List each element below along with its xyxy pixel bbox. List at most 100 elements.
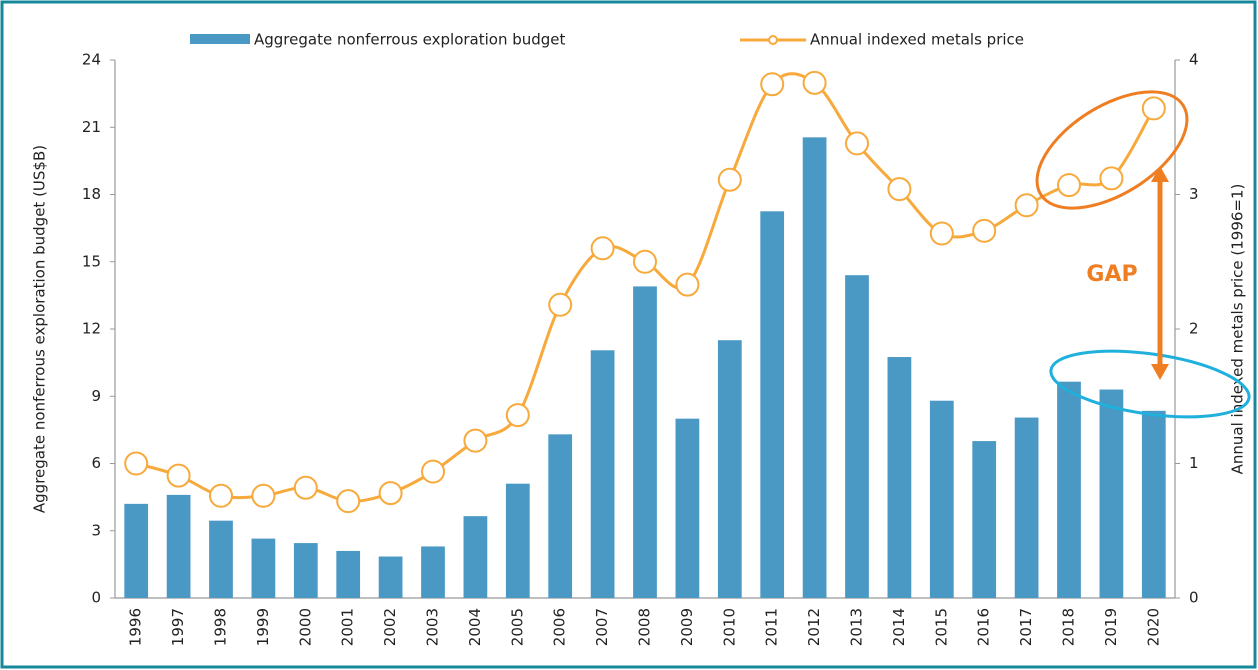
y-tick-label: 9 (91, 387, 101, 405)
bar (802, 137, 827, 598)
y2-axis-title: Annual indexed metals price (1996=1) (1229, 184, 1247, 475)
point (760, 72, 785, 97)
x-tick-label: 2016 (975, 608, 993, 646)
point (124, 451, 149, 476)
y-tick-label: 3 (91, 521, 101, 539)
bar (887, 357, 912, 598)
y2-tick-label: 2 (1189, 320, 1199, 338)
x-tick-label: 2014 (890, 608, 908, 646)
arrow-head (1151, 364, 1169, 380)
point (802, 70, 827, 95)
y-tick-label: 18 (82, 185, 101, 203)
bar (336, 550, 361, 598)
x-tick-label: 2004 (466, 608, 484, 646)
point (293, 475, 318, 500)
point (633, 249, 657, 274)
point (421, 459, 445, 484)
x-tick-label: 1999 (254, 608, 272, 646)
bar (972, 441, 997, 598)
bar (590, 350, 615, 598)
y2-tick-label: 1 (1189, 454, 1199, 472)
x-tick-label: 2020 (1144, 608, 1162, 646)
point (505, 403, 530, 428)
bar (929, 400, 954, 598)
x-tick-label: 1997 (169, 608, 187, 646)
bar (251, 538, 276, 598)
x-tick-label: 2019 (1102, 608, 1120, 646)
point (336, 489, 361, 514)
x-tick-label: 2005 (508, 608, 526, 646)
bar (845, 275, 869, 598)
point (929, 221, 954, 246)
x-tick-label: 2003 (424, 608, 442, 646)
y-tick-label: 6 (91, 454, 101, 472)
x-tick-label: 2018 (1060, 608, 1078, 646)
y-tick-label: 12 (82, 320, 101, 338)
bar (548, 434, 573, 598)
x-tick-label: 2000 (296, 608, 314, 646)
x-tick-label: 1996 (127, 608, 145, 646)
legend-swatch (190, 34, 250, 44)
x-tick-label: 2002 (381, 608, 399, 646)
point (166, 463, 191, 488)
bar (675, 418, 700, 598)
bar (463, 516, 488, 598)
x-tick-label: 2015 (932, 608, 950, 646)
highlight-ellipse (1035, 90, 1189, 210)
y-tick-label: 0 (91, 589, 101, 607)
y2-tick-label: 0 (1189, 589, 1199, 607)
x-tick-label: 2013 (848, 608, 866, 646)
y2-tick-label: 4 (1189, 51, 1199, 69)
bar (1141, 410, 1166, 598)
bar (760, 211, 785, 598)
legend-label: Aggregate nonferrous exploration budget (254, 31, 566, 49)
x-tick-label: 2009 (678, 608, 696, 646)
bar (293, 543, 318, 598)
point (1057, 173, 1081, 198)
bar (378, 556, 403, 598)
point (378, 481, 403, 506)
point (717, 167, 742, 192)
x-tick-label: 2011 (763, 608, 781, 646)
highlight-ellipse (1049, 349, 1251, 419)
legend-label: Annual indexed metals price (810, 31, 1024, 49)
x-tick-label: 2010 (720, 608, 738, 646)
point (209, 483, 233, 508)
legend-marker (768, 35, 778, 45)
annotation: GAP (1086, 262, 1137, 287)
point (1099, 166, 1124, 191)
point (548, 292, 573, 317)
x-tick-label: 2012 (805, 608, 823, 646)
y-tick-label: 15 (82, 252, 101, 270)
x-tick-label: 2007 (593, 608, 611, 646)
point (463, 428, 488, 453)
bar (717, 340, 742, 598)
bar (1057, 381, 1081, 598)
bar (421, 546, 445, 598)
arrow-head (1151, 166, 1169, 182)
point (675, 272, 700, 297)
x-tick-label: 2001 (339, 608, 357, 646)
point (1141, 96, 1166, 121)
point (887, 177, 912, 202)
bar (633, 286, 657, 598)
bar (1099, 389, 1124, 598)
bar (209, 520, 233, 598)
point (1014, 193, 1039, 218)
point (251, 483, 276, 508)
y-tick-label: 21 (82, 118, 101, 136)
bar (124, 503, 149, 598)
y2-tick-label: 3 (1189, 185, 1199, 203)
y-tick-label: 24 (82, 51, 101, 69)
x-tick-label: 2008 (636, 608, 654, 646)
bar (1014, 417, 1039, 598)
y-axis-title: Aggregate nonferrous exploration budget … (31, 145, 49, 513)
bar (505, 483, 530, 598)
point (972, 218, 997, 243)
point (590, 236, 615, 261)
x-tick-label: 2006 (551, 608, 569, 646)
x-tick-label: 1998 (212, 608, 230, 646)
bar (166, 494, 191, 598)
